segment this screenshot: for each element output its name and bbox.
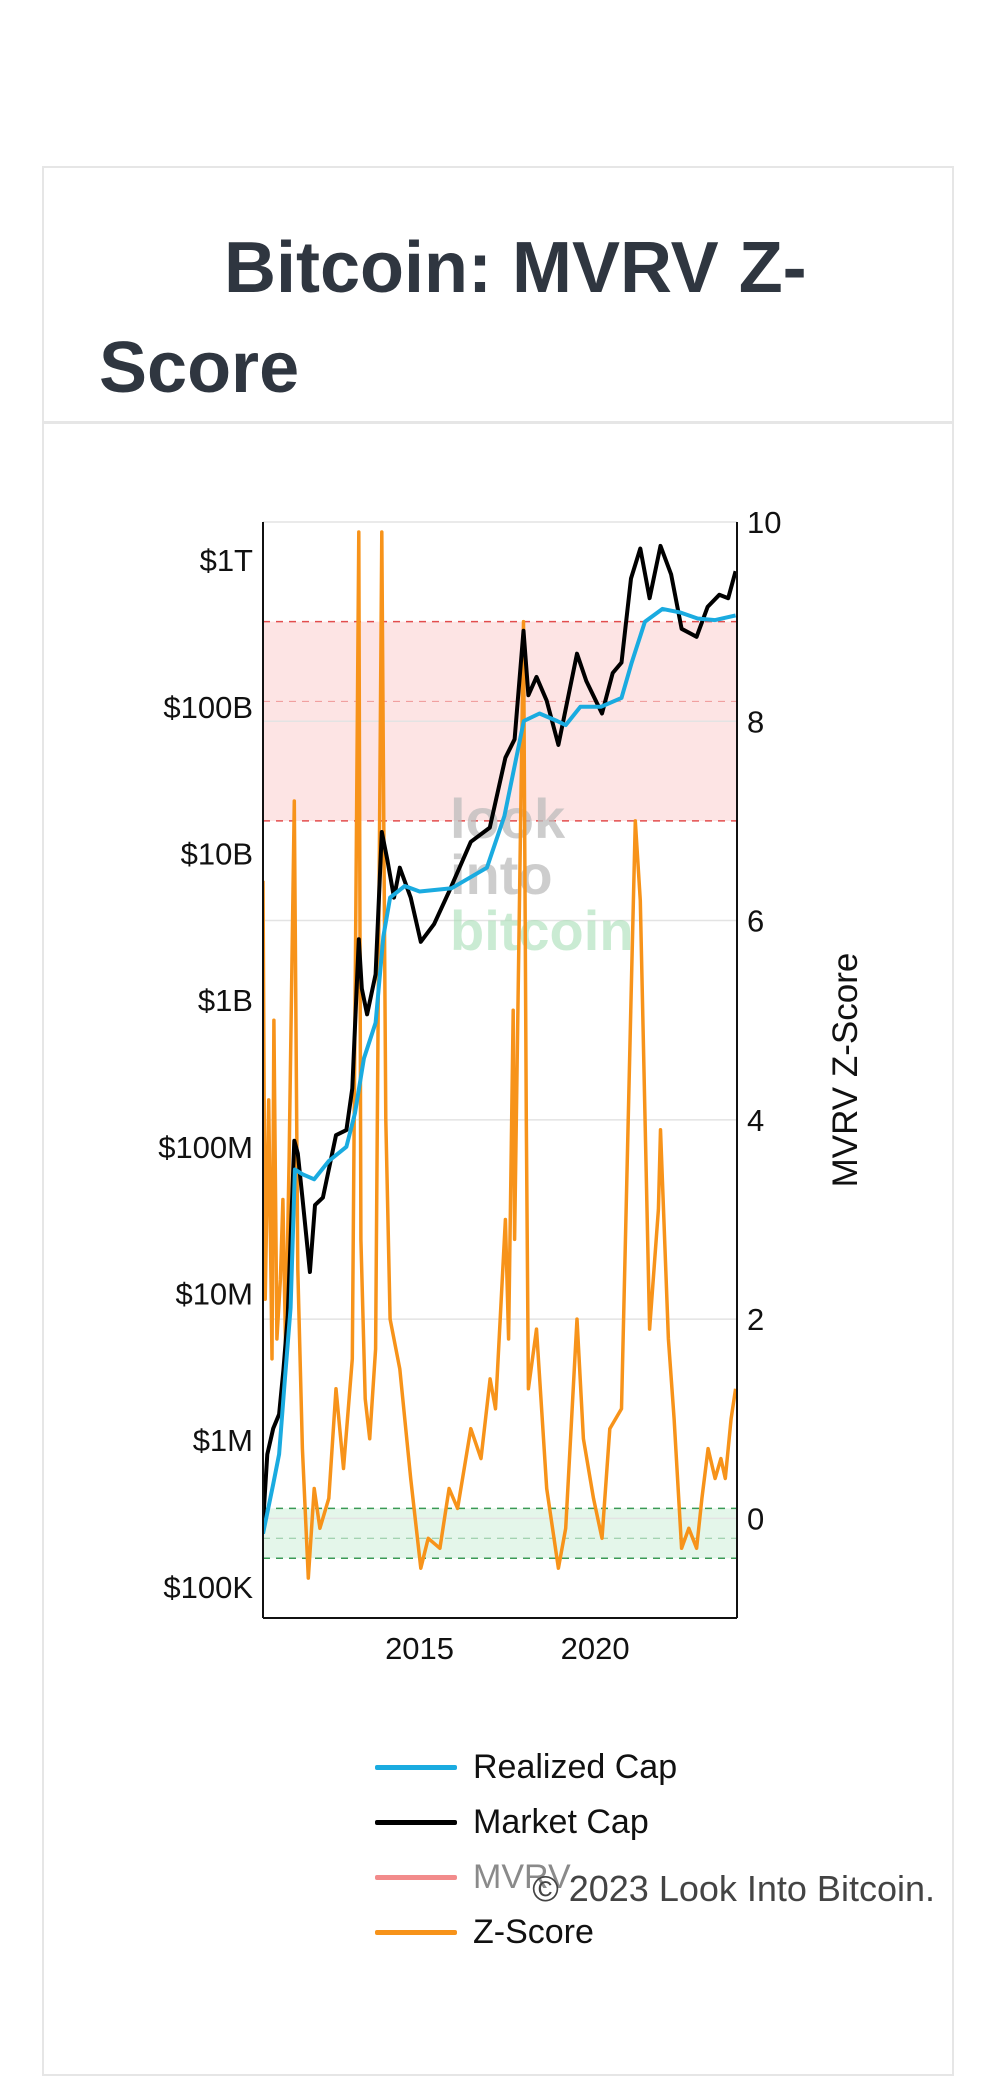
y-right-tick-label: 0 <box>747 1501 764 1536</box>
y-left-tick-label: $10B <box>181 836 253 871</box>
y-left-tick-label: $10M <box>175 1276 253 1311</box>
legend-swatch <box>375 1930 457 1935</box>
y-right-tick-label: 6 <box>747 904 764 939</box>
legend-item-z-score[interactable]: Z-Score <box>375 1905 677 1960</box>
y-left-tick-label: $100B <box>163 690 253 725</box>
watermark-bitcoin: bitcoin <box>450 899 634 962</box>
legend-item-mvrv[interactable]: MVRV <box>375 1850 677 1905</box>
chart-legend: Realized Cap Market Cap MVRV Z-Score <box>375 1740 677 1960</box>
legend-label: Realized Cap <box>473 1748 678 1786</box>
y-right-tick-label: 10 <box>747 505 781 540</box>
y-left-tick-label: $1B <box>198 983 253 1018</box>
market-cap-line <box>263 543 737 1524</box>
y-left-tick-label: $1M <box>193 1423 253 1458</box>
realized-cap-line <box>263 606 737 1535</box>
y-right-tick-label: 4 <box>747 1103 764 1138</box>
y-left-tick-label: $100K <box>163 1570 253 1605</box>
legend-item-realized-cap[interactable]: Realized Cap <box>375 1740 677 1795</box>
legend-label: MVRV <box>473 1858 571 1896</box>
card-header: Bitcoin: MVRV Z-Score <box>44 168 952 424</box>
y-right-tick-label: 2 <box>747 1302 764 1337</box>
x-tick-label: 2020 <box>561 1631 630 1666</box>
legend-label: Market Cap <box>473 1803 649 1841</box>
y-right-axis-title: MVRV Z-Score <box>826 953 865 1188</box>
legend-label: Z-Score <box>473 1913 594 1951</box>
legend-item-market-cap[interactable]: Market Cap <box>375 1795 677 1850</box>
chart-card: Bitcoin: MVRV Z-Score <box>42 166 954 2076</box>
copyright-text: © 2023 Look Into Bitcoin. <box>532 1868 935 1909</box>
y-left-tick-label: $100M <box>158 1130 253 1165</box>
green-zone-band <box>263 1508 737 1559</box>
legend-swatch <box>375 1875 457 1880</box>
y-left-tick-label: $1T <box>200 543 253 578</box>
y-right-tick-label: 8 <box>747 704 764 739</box>
legend-swatch <box>375 1765 457 1770</box>
page-title: Bitcoin: MVRV Z-Score <box>99 228 807 408</box>
x-tick-label: 2015 <box>385 1631 454 1666</box>
mvrv-zscore-chart: lookintobitcoin$100K$1M$10M$100M$1B$10B$… <box>158 505 865 1666</box>
legend-swatch <box>375 1820 457 1825</box>
z-score-line <box>263 530 737 1580</box>
